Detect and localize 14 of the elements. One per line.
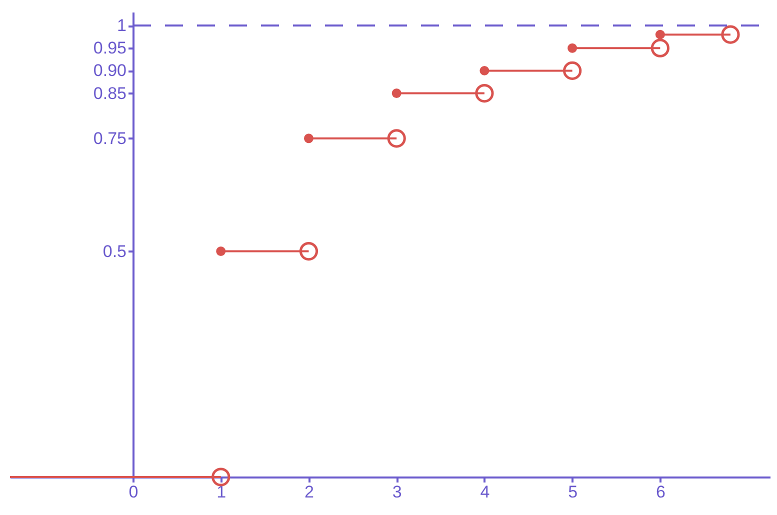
x-tick-label: 6 [656,482,666,502]
x-tick-label: 3 [392,482,402,502]
x-tick-label: 5 [568,482,578,502]
y-tick-label: 0.5 [102,242,127,261]
x-tick-label: 0 [128,482,138,502]
y-tick-label: 0.85 [93,84,127,103]
x-tick-label: 4 [480,482,490,502]
point [212,468,230,486]
x-tick-label: 1 [216,482,226,502]
x-tick-label: 2 [304,482,314,502]
y-tick-label: 1 [117,16,127,36]
y-tick-label: 0.75 [93,128,127,148]
y-tick-label: 0.90 [93,61,127,80]
y-tick-label: 0.95 [93,38,127,58]
